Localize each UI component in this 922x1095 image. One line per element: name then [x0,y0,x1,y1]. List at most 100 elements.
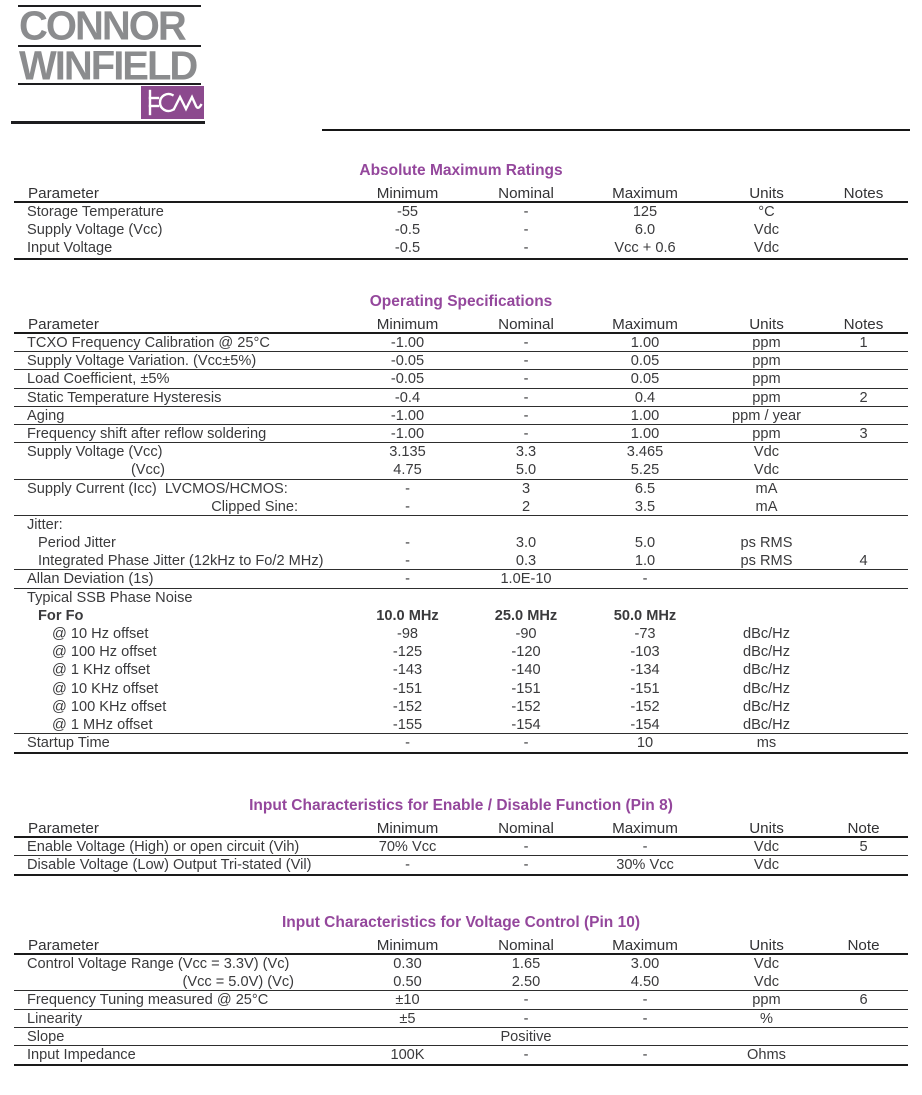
min-cell: -151 [392,680,423,697]
table-row: Supply Voltage Variation. (Vcc±5%) -0.05-… [14,352,908,371]
units-cell: dBc/Hz [742,644,791,661]
param-cell: Clipped Sine: [14,498,339,516]
column-header-note-cell: Note [847,937,880,954]
table-row: Load Coefficient, ±5% -0.05-0.05 ppm [14,370,908,389]
table-row: Static Temperature Hysteresis -0.4-0.4 ppm… [14,389,908,407]
nominal-cell: - [523,371,529,388]
nominal-cell: - [523,992,529,1009]
max-cell: 125 [632,204,658,220]
min-cell: 0.30 [393,956,422,972]
min-cell: - [405,535,410,552]
table-title: Input Characteristics for Enable / Disab… [249,797,673,814]
units-cell: °C [758,204,775,220]
min-cell: 0.50 [393,974,422,991]
note-cell: 5 [859,839,868,855]
table-row: Aging -1.00-1.00 ppm / year [14,407,908,425]
param-cell: Supply Voltage Variation. (Vcc±5%) [27,353,257,370]
hcw-waveform-icon [148,89,203,116]
max-cell: - [642,1046,648,1063]
max-cell: -151 [630,680,660,697]
param-cell: Slope [27,1028,65,1045]
table-row: Linearity ±5 - -% [14,1010,908,1028]
min-cell: -143 [392,662,423,679]
table-row: Storage Temperature -55 - 125 °C [14,203,908,221]
table-row: For Fo 10.0 MHz 25.0 MHz 50.0 MHz [14,607,908,625]
units-cell: dBc/Hz [742,662,791,679]
param-cell: (Vcc) [14,461,339,479]
nominal-cell: 3.3 [515,444,537,461]
nominal-cell: - [523,240,529,257]
min-cell: -152 [392,698,423,715]
units-cell: ppm [752,992,781,1009]
param-cell: Frequency Tuning measured @ 25°C [27,992,269,1009]
units-cell: Vdc [753,444,780,461]
table-row: @ 10 KHz offset -151 -151 -151 dBc/Hz [14,680,908,698]
logo-word-winfield: WINFIELD [19,48,198,86]
param-cell: Period Jitter [38,535,116,552]
param-cell: @ 1 KHz offset [52,662,151,679]
units-cell: ppm / year [732,407,801,424]
nominal-cell: 5.0 [515,462,537,479]
nominal-cell: - [523,389,529,406]
max-cell: 6.5 [634,480,656,497]
table-row: Slope Positive [14,1028,908,1046]
logo-rule-bottom [11,121,205,124]
column-header-param-cell: Parameter [28,937,99,954]
column-header-min-cell: Minimum [376,937,439,954]
max-cell: 30% Vcc [616,857,674,874]
table-row: Clipped Sine: - 2 3.5 mA [14,498,908,516]
min-cell: 4.75 [393,462,422,479]
table-row: @ 1 KHz offset -143 -140 -134 dBc/Hz [14,661,908,679]
param-cell: Typical SSB Phase Noise [27,589,193,606]
units-cell: Vdc [753,839,780,855]
max-cell: 3.5 [634,498,656,515]
param-cell: Input Voltage [27,240,113,257]
table-title: Input Characteristics for Voltage Contro… [282,914,640,931]
nominal-cell: - [523,1010,529,1027]
max-cell: - [642,571,648,588]
right-aligned-sublabel: Clipped Sine: [211,498,298,515]
param-cell: Input Impedance [27,1046,136,1063]
units-cell: Ohms [747,1046,786,1063]
param-cell: TCXO Frequency Calibration @ 25°C [27,335,270,351]
column-header-param-cell: Parameter [28,316,99,333]
spec-table-section: Input Characteristics for Voltage Contro… [14,914,908,1067]
note-cell: 2 [859,389,868,406]
min-cell: -0.5 [394,240,421,257]
table-body: TCXO Frequency Calibration @ 25°C -1.00-1… [14,334,908,755]
table-header-row: Parameter Minimum Nominal Maximum Units Notes [14,184,908,203]
param-cell: Aging [27,407,65,424]
logo-rule-top [18,5,201,7]
column-header-param-cell: Parameter [28,185,99,202]
column-header-units-cell: Units [749,820,784,837]
column-header-nominal-cell: Nominal [498,937,554,954]
nominal-cell: - [523,335,529,351]
table-body: Enable Voltage (High) or open circuit (V… [14,838,908,877]
note-cell: 6 [859,992,868,1009]
column-header-max-cell: Maximum [612,820,678,837]
param-cell: Frequency shift after reflow soldering [27,425,267,442]
logo-monogram-box [141,86,204,119]
spec-table-section: Operating Specifications Parameter Minimum… [14,293,908,755]
min-cell: - [405,498,410,515]
table-row: Supply Current (Icc) LVCMOS/HCMOS: - 3 6.5 m… [14,480,908,498]
max-cell: 6.0 [634,222,656,239]
units-cell: ms [756,735,777,752]
param-cell: @ 10 Hz offset [52,626,149,642]
min-cell: -155 [392,716,423,733]
column-header-units-cell: Units [749,316,784,333]
nominal-cell: 1.65 [511,956,541,972]
column-header-units-cell: Units [749,185,784,202]
table-row: Jitter: [14,516,908,534]
table-row: Typical SSB Phase Noise [14,589,908,607]
max-cell: -154 [630,716,660,733]
table-body: Control Voltage Range (Vcc = 3.3V) (Vc) 0… [14,955,908,1067]
max-cell: Vcc + 0.6 [614,240,676,257]
max-cell: 0.05 [630,371,660,388]
table-title: Absolute Maximum Ratings [359,162,563,179]
max-cell: 3.00 [630,956,660,972]
min-cell: - [405,553,410,570]
units-cell: dBc/Hz [742,680,791,697]
table-row: Allan Deviation (1s) - 1.0E-10 - [14,570,908,589]
